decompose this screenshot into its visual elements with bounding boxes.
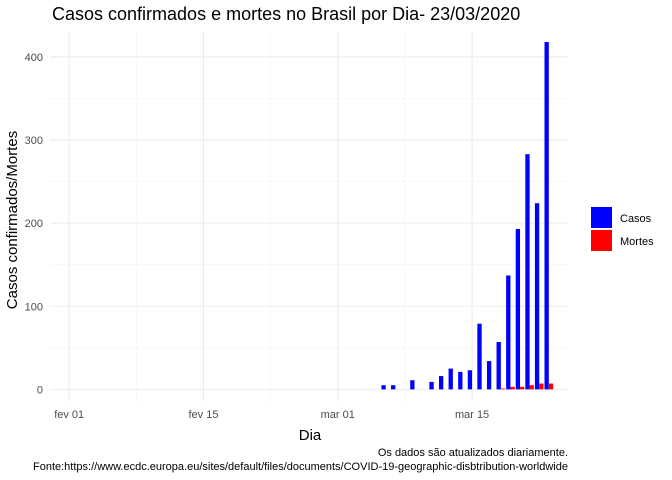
bar-casos — [381, 385, 386, 390]
bar-casos — [525, 154, 530, 390]
y-axis-title: Casos confirmados/Mortes — [4, 131, 21, 309]
x-axis-ticks: fev 01 fev 15 mar 01 mar 15 — [54, 409, 489, 421]
chart-title: Casos confirmados e mortes no Brasil por… — [52, 4, 520, 24]
y-tick-label: 100 — [25, 301, 43, 313]
x-tick-label: fev 15 — [188, 409, 218, 421]
bar-mortes — [529, 385, 534, 390]
bar-casos — [477, 323, 482, 390]
bar-casos — [467, 370, 473, 390]
bars — [381, 41, 554, 390]
legend-key-mortes — [591, 230, 612, 251]
legend: Casos Mortes — [591, 207, 654, 251]
y-tick-label: 0 — [37, 384, 43, 396]
bar-mortes — [500, 388, 506, 390]
bar-casos — [448, 368, 453, 390]
legend-key-casos — [591, 207, 612, 228]
y-tick-label: 400 — [25, 52, 43, 64]
y-tick-label: 200 — [25, 218, 43, 230]
x-tick-label: mar 15 — [455, 409, 489, 421]
legend-label-casos: Casos — [620, 213, 652, 225]
x-axis-title: Dia — [299, 427, 322, 444]
caption-line-2: Fonte:https://www.ecdc.europa.eu/sites/d… — [33, 461, 568, 473]
grid — [50, 32, 568, 401]
bar-mortes — [539, 383, 544, 390]
legend-label-mortes: Mortes — [620, 236, 654, 248]
x-tick-label: fev 01 — [54, 409, 84, 421]
bar-casos — [458, 371, 463, 390]
y-axis-ticks: 0 100 200 300 400 — [25, 52, 43, 396]
bar-casos — [391, 385, 396, 390]
bar-casos — [534, 203, 540, 390]
bar-casos — [486, 361, 492, 390]
bar-casos — [544, 41, 549, 390]
bar-casos — [506, 275, 511, 390]
bar-casos — [496, 341, 501, 390]
x-tick-label: mar 01 — [321, 409, 355, 421]
bar-casos — [429, 381, 434, 390]
bar-casos — [515, 228, 521, 390]
bar-casos — [410, 380, 415, 390]
bar-mortes — [520, 386, 525, 390]
caption-line-1: Os dados são atualizados diariamente. — [378, 447, 568, 459]
bar-mortes — [548, 383, 554, 390]
bar-casos — [438, 376, 444, 390]
bar-mortes — [510, 386, 515, 390]
y-tick-label: 300 — [25, 135, 43, 147]
